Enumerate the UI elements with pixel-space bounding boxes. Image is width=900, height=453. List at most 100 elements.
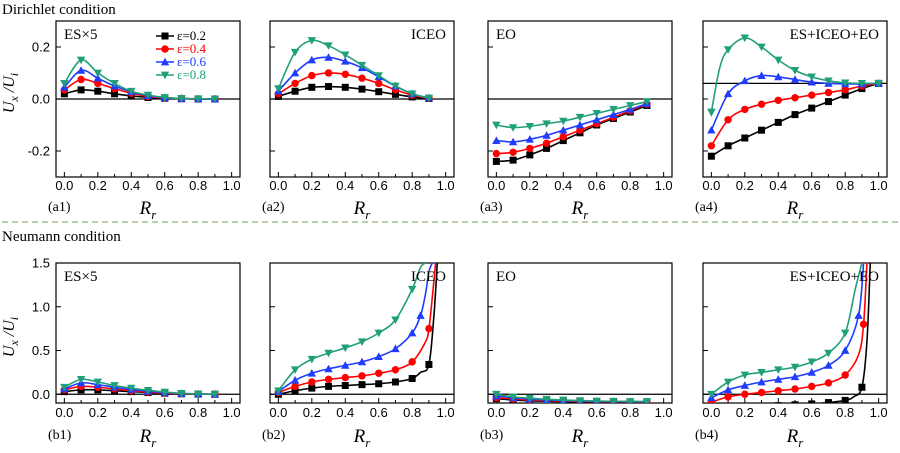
data-point bbox=[341, 373, 349, 382]
x-axis-title: Rr bbox=[786, 198, 805, 222]
data-point bbox=[774, 366, 783, 374]
x-tick-label: 1.0 bbox=[437, 405, 455, 420]
x-tick-label: 0.0 bbox=[702, 178, 720, 193]
data-point bbox=[740, 381, 750, 389]
x-tick-label: 0.8 bbox=[836, 178, 854, 193]
data-point bbox=[76, 56, 86, 65]
x-tick-label: 0.0 bbox=[702, 405, 720, 420]
x-tick-label: 0.2 bbox=[303, 405, 321, 420]
x-title-main: R bbox=[786, 426, 799, 447]
data-point bbox=[526, 151, 534, 159]
x-tick-label: 0.0 bbox=[55, 178, 73, 193]
series-line bbox=[496, 393, 647, 403]
data-point bbox=[358, 85, 366, 93]
data-point bbox=[177, 95, 186, 103]
data-point bbox=[341, 382, 349, 389]
data-point bbox=[774, 375, 783, 383]
data-point bbox=[60, 383, 69, 392]
series-line bbox=[277, 72, 430, 100]
data-point bbox=[841, 91, 849, 99]
series-eps-0.4 bbox=[492, 100, 651, 158]
data-point bbox=[492, 157, 500, 165]
x-axis-title: Rr bbox=[786, 426, 805, 450]
data-point bbox=[76, 66, 86, 74]
panel-title: ICEO bbox=[411, 27, 446, 43]
legend-marker bbox=[160, 57, 170, 66]
data-point bbox=[492, 136, 501, 144]
data-point bbox=[407, 285, 417, 294]
data-point bbox=[707, 390, 716, 399]
data-point bbox=[308, 384, 316, 392]
panel-id: (a1) bbox=[48, 200, 71, 215]
x-tick-label: 0.8 bbox=[621, 178, 639, 193]
data-point bbox=[324, 69, 333, 77]
data-point bbox=[791, 111, 799, 119]
series-line bbox=[277, 263, 427, 392]
data-point bbox=[492, 390, 501, 399]
data-point bbox=[807, 358, 816, 367]
data-point bbox=[559, 133, 567, 141]
panel-b4: 0.0 0.2 0.4 0.6 0.8 1.0 ES+ICEO+EO (b4) Rr bbox=[695, 262, 888, 450]
data-point bbox=[723, 46, 733, 54]
series-eps-0.8 bbox=[492, 98, 652, 132]
x-axis-title: Rr bbox=[353, 426, 372, 450]
panel-title: ES×5 bbox=[64, 269, 97, 285]
data-point bbox=[724, 142, 732, 150]
series-line bbox=[278, 85, 429, 100]
data-point bbox=[324, 42, 333, 50]
x-tick-label: 1.0 bbox=[223, 178, 241, 193]
panel-title: EO bbox=[496, 27, 516, 43]
data-point bbox=[127, 384, 136, 393]
y-title-part: i bbox=[7, 317, 21, 320]
legend-label: ε=0.4 bbox=[177, 41, 207, 56]
data-point bbox=[824, 88, 833, 97]
x-tick-label: 0.4 bbox=[554, 405, 572, 420]
legend: ε=0.2ε=0.4ε=0.6ε=0.8 bbox=[156, 28, 207, 82]
data-point bbox=[808, 104, 816, 112]
x-tick-label: 0.2 bbox=[89, 178, 107, 193]
series-eps-0.8 bbox=[60, 56, 220, 104]
data-point bbox=[416, 311, 425, 319]
data-point bbox=[824, 77, 833, 85]
x-tick-label: 0.4 bbox=[336, 178, 354, 193]
data-point bbox=[341, 51, 350, 59]
series-eps-0.8 bbox=[274, 37, 434, 103]
data-point bbox=[374, 72, 383, 80]
data-point bbox=[357, 338, 367, 346]
data-point bbox=[559, 117, 568, 126]
x-tick-label: 0.2 bbox=[89, 405, 107, 420]
x-tick-label: 1.0 bbox=[655, 405, 673, 420]
data-point bbox=[723, 89, 733, 98]
data-point bbox=[707, 152, 715, 160]
data-point bbox=[526, 144, 534, 153]
x-tick-label: 0.6 bbox=[803, 178, 821, 193]
x-tick-label: 0.6 bbox=[156, 178, 174, 193]
data-point bbox=[790, 363, 800, 372]
y-tick-label: 1.5 bbox=[32, 256, 50, 271]
data-point bbox=[774, 56, 783, 65]
data-point bbox=[559, 126, 568, 134]
data-point bbox=[60, 90, 68, 98]
data-point bbox=[525, 394, 535, 403]
series-eps-0.8 bbox=[707, 263, 863, 399]
data-point bbox=[508, 137, 518, 146]
y-title-part: x bbox=[7, 96, 21, 103]
series-line bbox=[496, 103, 648, 155]
data-point bbox=[723, 385, 733, 394]
data-point bbox=[774, 387, 782, 395]
data-point bbox=[110, 382, 119, 390]
x-axis-title: Rr bbox=[139, 426, 158, 450]
data-point bbox=[177, 390, 186, 398]
data-point bbox=[391, 344, 400, 353]
data-point bbox=[575, 397, 585, 403]
data-point bbox=[308, 378, 316, 386]
data-point bbox=[841, 86, 849, 94]
panel-a1: 0.0 0.2 0.4 0.6 0.8 1.0 0.2 0.0 -0.2 ES×5 (a1) Rr ε=… bbox=[28, 20, 241, 222]
x-tick-label: 1.0 bbox=[655, 178, 673, 193]
x-tick-label: 0.6 bbox=[803, 405, 821, 420]
x-title-sub: r bbox=[365, 435, 371, 450]
x-tick-label: 0.4 bbox=[769, 405, 787, 420]
data-point bbox=[210, 95, 220, 104]
data-point bbox=[375, 380, 383, 388]
data-point bbox=[94, 87, 102, 95]
